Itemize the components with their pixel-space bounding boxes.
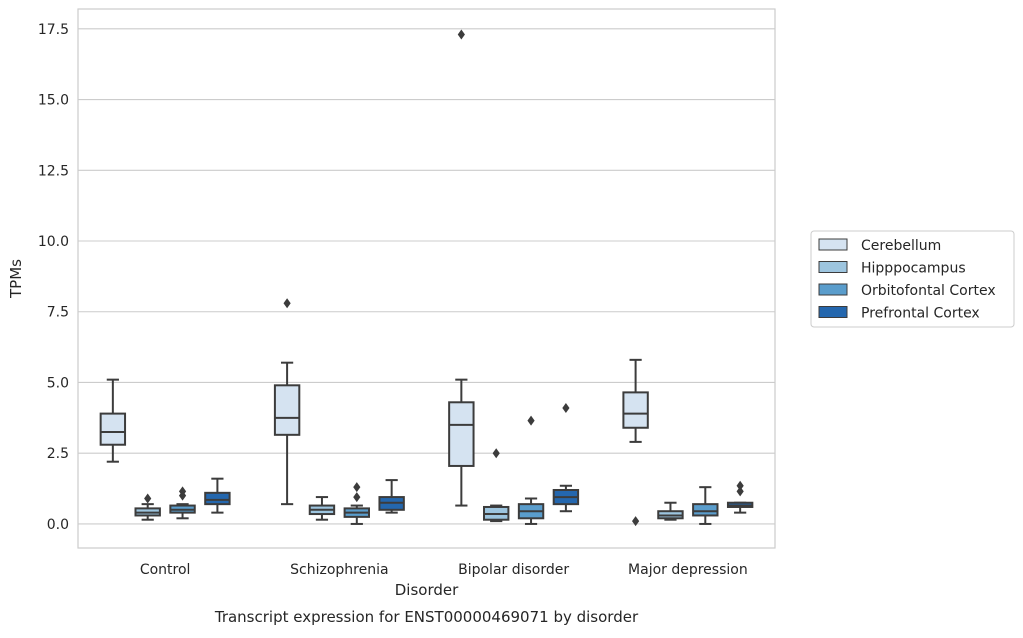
box-plot	[204, 477, 231, 514]
outlier-marker	[144, 493, 152, 504]
box-plot	[517, 415, 545, 525]
outlier-marker	[353, 492, 361, 503]
iqr-box	[273, 384, 301, 436]
box-plot	[483, 448, 510, 523]
box-plot	[726, 480, 754, 514]
y-tick-labels: 0.0 2.5 5.0 7.5 10.0 12.5 15.0 17.5	[38, 22, 69, 533]
outlier-marker	[632, 516, 640, 527]
gridlines	[78, 28, 775, 525]
series-orbitofontal-cortex	[169, 415, 719, 525]
box-series	[99, 29, 754, 527]
box-plot	[308, 496, 336, 521]
y-tick-label: 12.5	[38, 163, 69, 179]
box-plot	[622, 358, 649, 527]
legend-swatch	[818, 261, 848, 273]
legend-frame	[810, 230, 1015, 328]
y-tick-label: 5.0	[47, 375, 69, 391]
y-tick-label: 15.0	[38, 93, 69, 109]
box-plot	[273, 298, 301, 506]
legend-label: Prefrontal Cortex	[861, 306, 980, 322]
outlier-marker	[283, 298, 291, 309]
box-plot	[169, 486, 196, 520]
y-tick-label: 0.0	[47, 517, 69, 533]
y-tick-label: 2.5	[47, 446, 69, 462]
outlier-marker	[527, 415, 535, 426]
iqr-box	[204, 491, 231, 506]
iqr-box	[692, 503, 719, 517]
y-axis-label: TPMs	[7, 259, 25, 299]
legend-swatch	[818, 238, 848, 251]
box-plot	[134, 493, 161, 521]
outlier-marker	[492, 448, 500, 459]
x-axis-label: Disorder	[395, 581, 459, 599]
outlier-marker	[457, 29, 465, 40]
x-tick-label: Major depression	[628, 562, 748, 578]
outlier-marker	[736, 486, 744, 497]
legend-swatch	[818, 283, 848, 296]
box-plot	[552, 402, 580, 513]
box-plot	[343, 482, 370, 525]
iqr-box	[622, 391, 649, 429]
outlier-marker	[736, 480, 744, 491]
legend: Cerebellum Hipppocampus Orbitofontal Corte…	[810, 230, 1015, 328]
x-tick-label: Bipolar disorder	[458, 562, 569, 578]
series-hipppocampus	[134, 448, 684, 523]
x-tick-label: Schizophrenia	[290, 562, 388, 578]
y-tick-label: 17.5	[38, 22, 69, 38]
outlier-marker	[178, 486, 187, 497]
series-prefrontal-cortex	[204, 402, 754, 514]
outlier-marker	[353, 482, 361, 493]
legend-label: Hipppocampus	[861, 261, 966, 277]
legend-swatch	[818, 306, 848, 318]
box-plot	[448, 29, 475, 507]
series-cerebellum	[99, 29, 649, 527]
legend-label: Cerebellum	[861, 238, 941, 254]
iqr-box	[448, 401, 475, 467]
x-tick-labels: Control Schizophrenia Bipolar disorder Majo…	[140, 562, 748, 578]
x-tick-label: Control	[140, 562, 191, 578]
legend-label: Orbitofontal Cortex	[861, 283, 996, 299]
plot-area-frame	[77, 8, 776, 549]
y-tick-label: 7.5	[47, 305, 69, 321]
box-plot	[692, 486, 719, 525]
iqr-box	[99, 412, 127, 446]
box-plot	[657, 501, 684, 521]
figure-caption: Transcript expression for ENST0000046907…	[214, 608, 639, 626]
outlier-marker	[562, 402, 570, 413]
box-plot	[99, 378, 127, 463]
box-plot	[378, 479, 405, 514]
y-tick-label: 10.0	[38, 234, 69, 250]
